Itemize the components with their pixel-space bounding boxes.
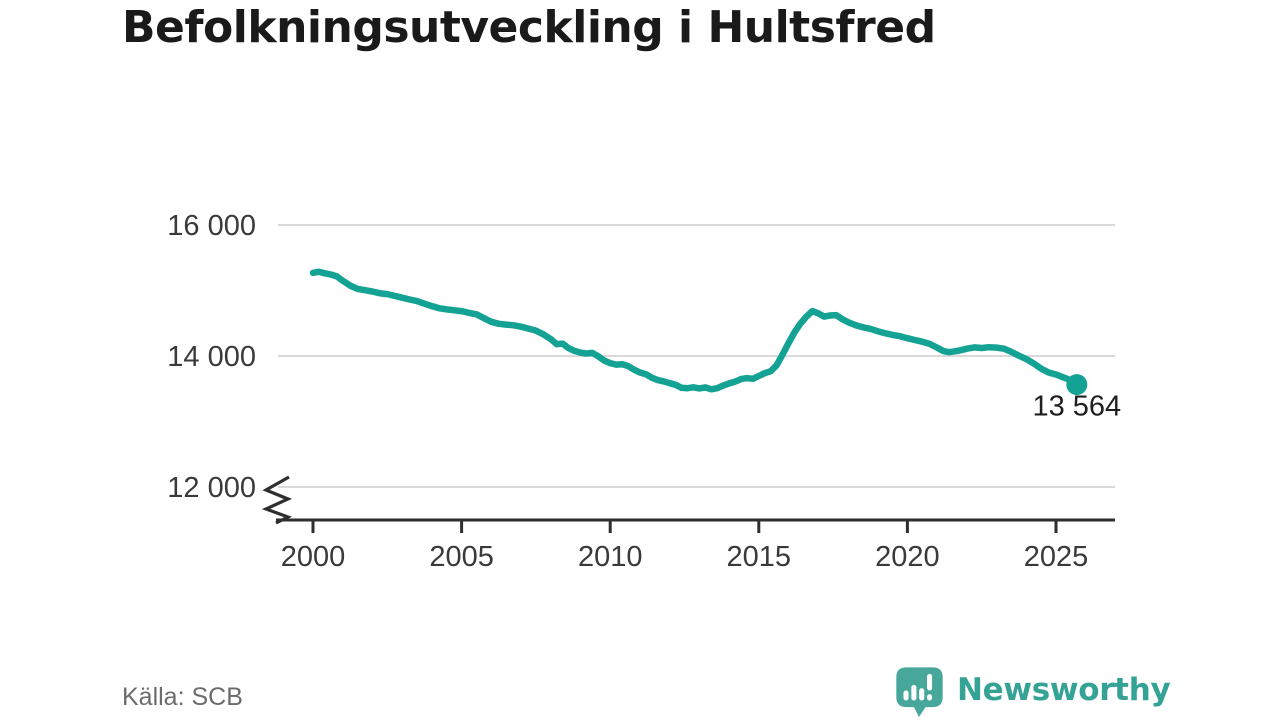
population-line: [309, 268, 1081, 393]
x-tick-label: 2015: [727, 541, 792, 573]
y-tick-label: 16 000: [167, 210, 256, 242]
y-tick-label: 14 000: [167, 341, 256, 373]
x-tick-label: 2020: [875, 541, 940, 573]
chart-title: Befolkningsutveckling i Hultsfred: [122, 2, 936, 53]
x-tick-label: 2010: [578, 541, 643, 573]
x-tick-label: 2025: [1024, 541, 1089, 573]
newsworthy-icon: [896, 666, 943, 717]
newsworthy-wordmark: Newsworthy: [957, 672, 1171, 708]
axis-break-icon: [261, 475, 293, 525]
x-tick-label: 2005: [429, 541, 494, 573]
end-point-marker: [1066, 374, 1088, 396]
end-value-label: 13 564: [1032, 391, 1121, 423]
x-tick-label: 2000: [281, 541, 346, 573]
source-label: Källa: SCB: [122, 683, 243, 711]
y-tick-label: 12 000: [167, 472, 256, 504]
newsworthy-logo[interactable]: Newsworthy: [893, 663, 1171, 717]
